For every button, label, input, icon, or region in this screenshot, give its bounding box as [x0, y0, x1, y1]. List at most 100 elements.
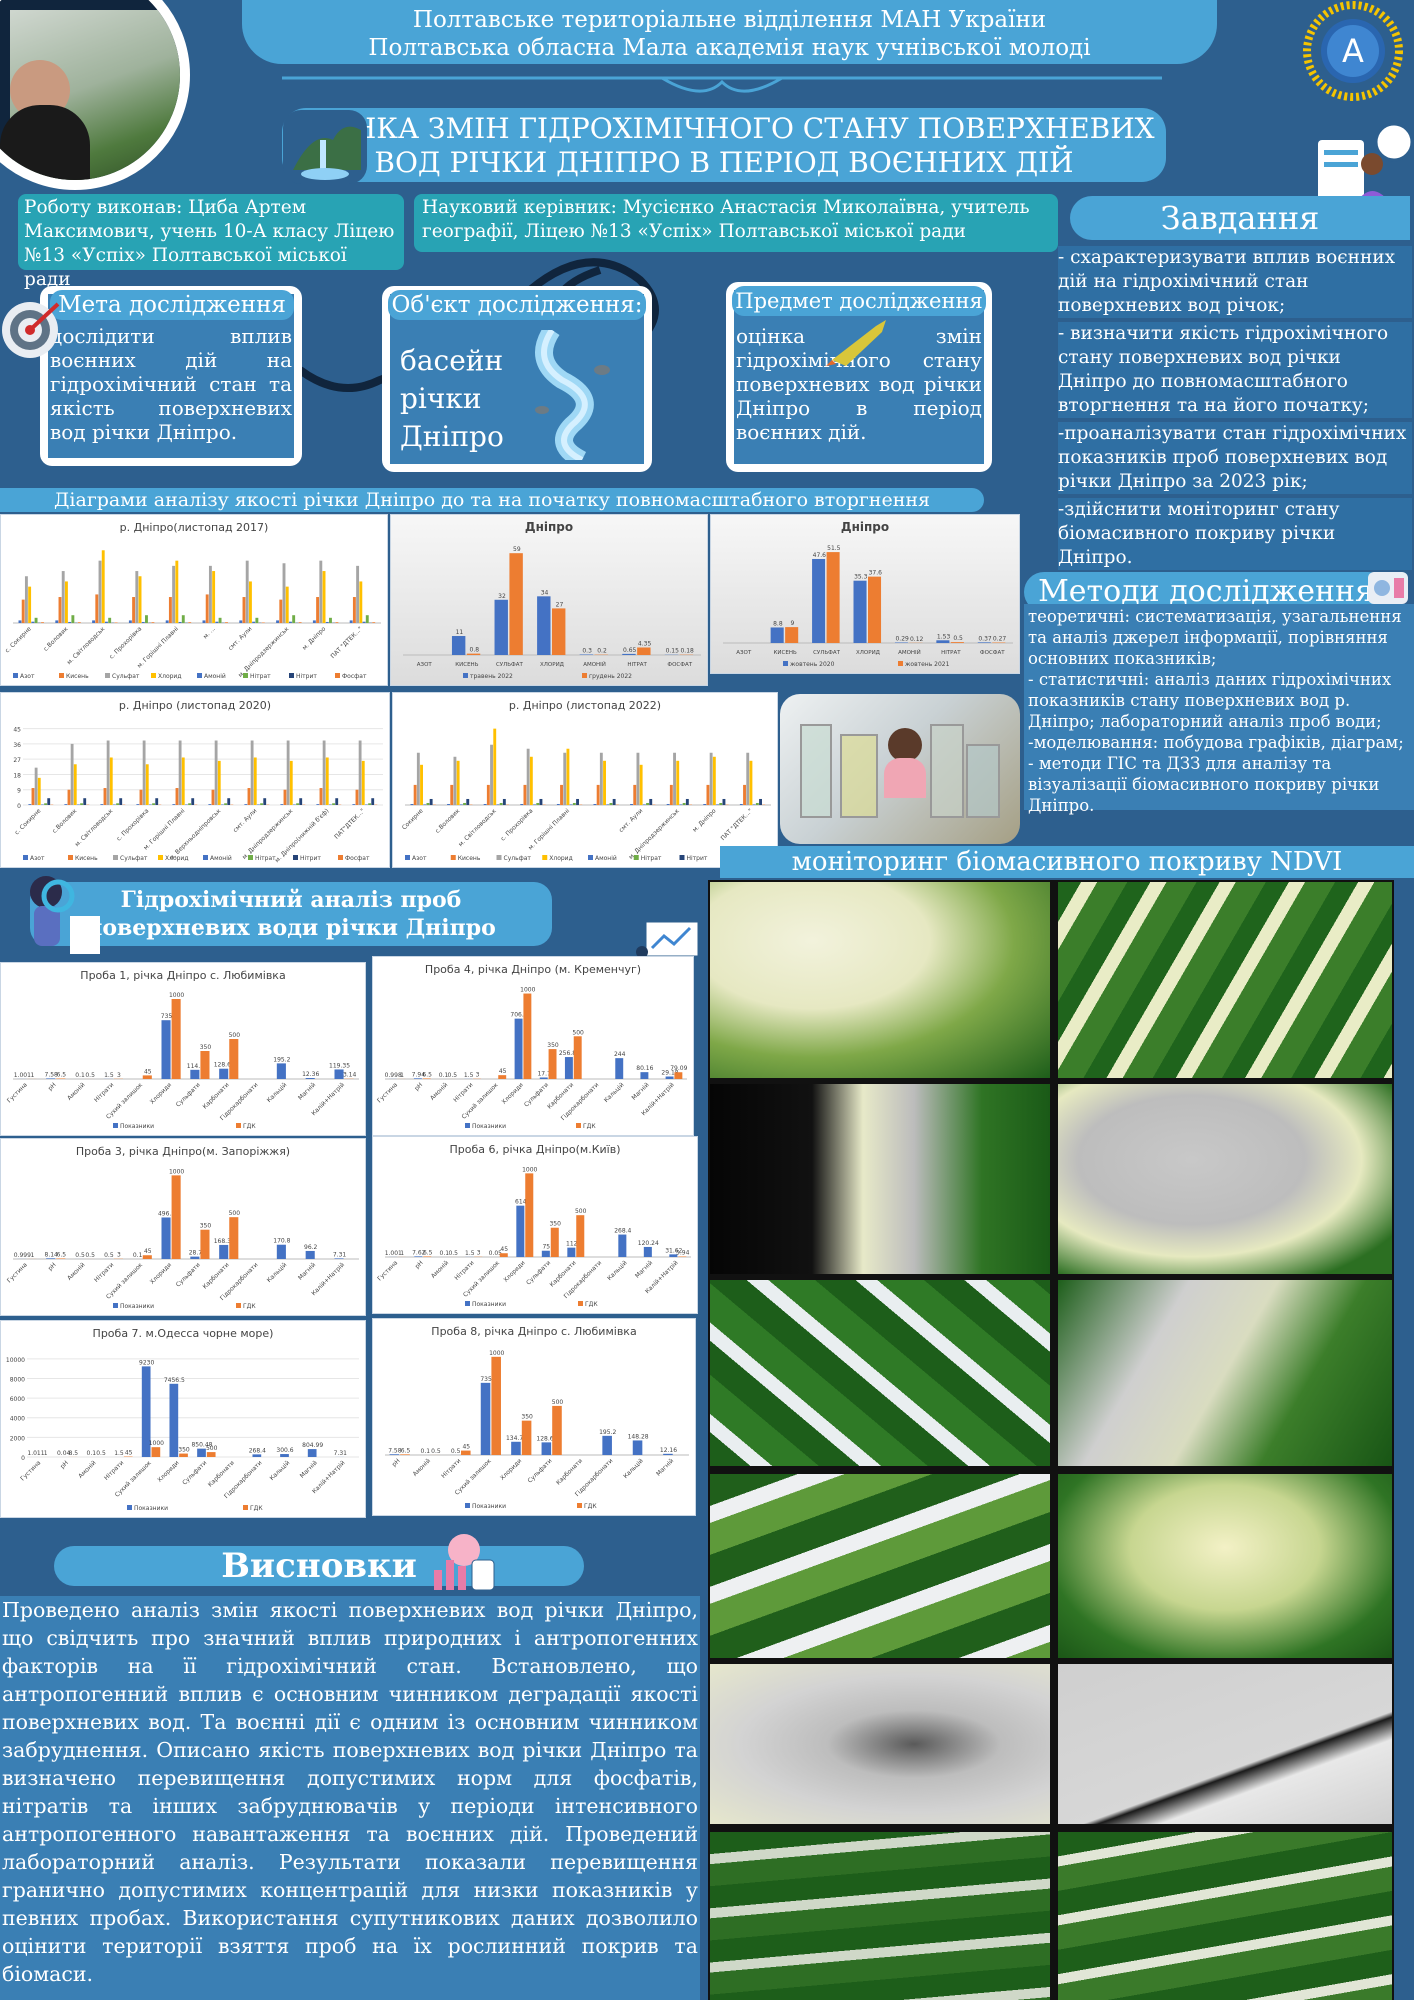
data-label: 4.35	[638, 640, 652, 647]
chart-nov-2020: р. Дніпро (листопад 2020) 0 9 18 27 36 45 с. Со…	[13, 699, 383, 864]
bar	[759, 798, 762, 805]
legend-swatch	[898, 661, 903, 666]
method-item: - статистичні: аналіз даних гідрохімічни…	[1028, 670, 1392, 731]
header-ornament	[282, 76, 1162, 93]
y-tick-label: 0	[21, 1455, 25, 1462]
bar	[257, 804, 260, 805]
bar	[567, 1247, 576, 1257]
legend-swatch	[582, 673, 587, 678]
bar	[298, 622, 302, 623]
bar	[248, 581, 252, 623]
y-tick-label: 9	[17, 788, 21, 795]
x-tick-label: смт. Аули	[618, 807, 645, 834]
bar	[197, 1448, 206, 1457]
legend-swatch	[465, 1123, 470, 1128]
bar	[171, 1175, 181, 1259]
bar	[242, 597, 246, 623]
legend-label: Фосфат	[345, 855, 370, 862]
data-label: 1000	[169, 992, 184, 999]
bar	[413, 1078, 422, 1079]
ndvi-map	[1058, 1474, 1392, 1658]
bar	[461, 1450, 471, 1455]
x-tick-label: Амоній	[430, 1259, 450, 1279]
x-tick-label: НІТРАТ	[627, 662, 647, 668]
data-label: 17.7	[537, 1070, 551, 1077]
bar	[200, 1229, 210, 1259]
legend-label: Хлорид	[158, 673, 181, 680]
bar	[108, 617, 112, 623]
bar	[812, 558, 826, 643]
bar	[752, 804, 756, 805]
chart-card: Дніпро АЗОТ 11 0.8 КИСЕНЬ 32 59 СУЛЬФАТ 34 27 ХЛОР…	[390, 514, 708, 686]
ndvi-map	[710, 882, 1050, 1078]
legend-swatch	[243, 1505, 248, 1510]
x-tick-label: Магній	[297, 1261, 317, 1281]
bar	[593, 803, 597, 805]
header-line-1: Полтавське територіальне відділення МАН …	[412, 7, 1047, 33]
data-label: 1	[31, 1072, 35, 1079]
data-label: 45	[499, 1068, 507, 1075]
chart-title: Проба 3, річка Дніпро(м. Запоріжжя)	[76, 1145, 290, 1158]
bar	[64, 581, 68, 623]
bar	[225, 622, 228, 623]
bar	[466, 798, 470, 805]
bar	[155, 798, 159, 805]
data-label: 0.2	[597, 648, 607, 655]
bar	[596, 784, 600, 805]
bar	[286, 740, 290, 805]
bar	[34, 767, 38, 805]
data-label: 31.62	[665, 1247, 682, 1254]
data-label: 0.27	[993, 636, 1007, 643]
bar	[335, 622, 339, 623]
bar	[334, 1258, 344, 1259]
bar	[80, 803, 83, 805]
data-label: 0.3	[582, 647, 592, 654]
x-tick-label: ХЛОРИД	[540, 662, 565, 668]
bar	[636, 752, 640, 805]
bar	[280, 804, 284, 805]
x-tick-label: с. Прохорівка	[108, 625, 143, 660]
data-label: 28.7	[189, 1250, 203, 1257]
x-tick-label: КИСЕНЬ	[774, 650, 797, 656]
bar	[429, 798, 433, 805]
chart-title: Проба 8, річка Дніпро с. Любимівка	[431, 1325, 636, 1338]
data-label: 114.7	[187, 1063, 204, 1070]
tasks-list: - схарактеризувати вплив воєнних дій на …	[1058, 246, 1412, 570]
data-label: 1.5	[464, 1072, 474, 1079]
legend-label: Фосфат	[342, 673, 367, 680]
bar	[785, 627, 799, 643]
legend-label: ГДК	[585, 1301, 598, 1308]
x-tick-label: АЗОТ	[417, 662, 433, 668]
x-tick-label: Хлориди	[502, 1259, 526, 1283]
bar	[633, 784, 637, 805]
legend-label: Показники	[134, 1505, 168, 1512]
legend-swatch	[463, 673, 468, 678]
bar	[21, 599, 25, 623]
x-tick-label: м. Горішні Плавні	[136, 625, 180, 669]
bar	[556, 803, 560, 805]
bar	[296, 803, 299, 805]
river-icon	[535, 330, 610, 460]
bar	[564, 1057, 573, 1079]
legend-swatch	[236, 1123, 241, 1128]
bar	[252, 621, 256, 623]
bar	[615, 1058, 624, 1079]
x-tick-label: Густина	[6, 1081, 29, 1104]
bar	[414, 1256, 423, 1257]
bar	[289, 760, 293, 805]
bar	[175, 560, 179, 623]
researcher-magnifier-icon	[30, 876, 100, 954]
bar	[212, 571, 216, 623]
bar	[352, 597, 356, 623]
bar	[229, 1217, 239, 1259]
bar	[755, 802, 759, 805]
bar	[602, 1435, 612, 1455]
analytics-icon	[434, 1534, 495, 1591]
bar	[98, 560, 102, 623]
legend-swatch	[293, 855, 298, 860]
data-label: 9230	[139, 1359, 154, 1366]
bar	[426, 802, 430, 805]
legend-swatch	[13, 673, 18, 678]
bar	[355, 789, 359, 805]
bar	[579, 654, 594, 655]
